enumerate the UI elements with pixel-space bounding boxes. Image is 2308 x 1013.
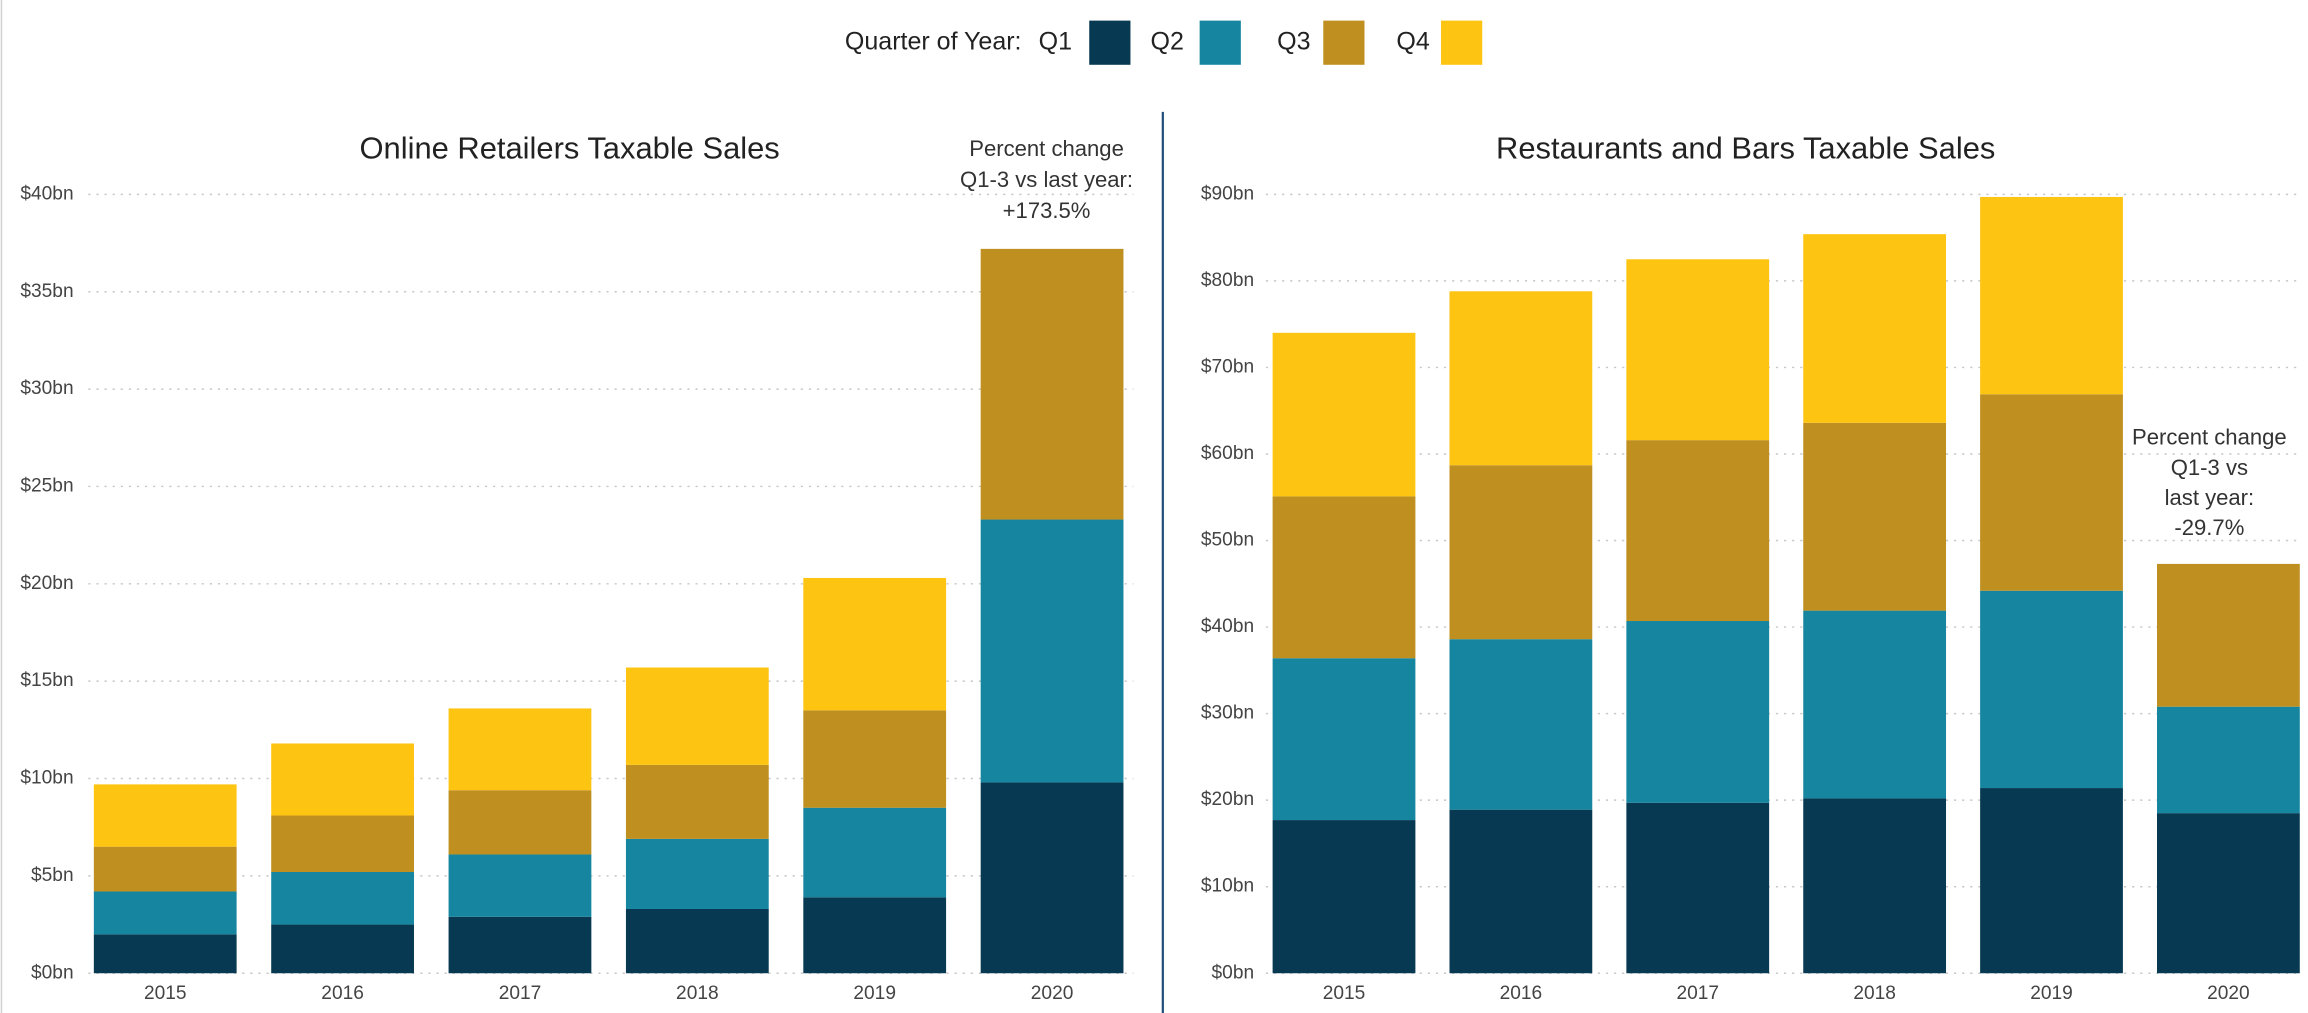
y-tick-label: $5bn <box>31 865 74 886</box>
x-tick-label: 2016 <box>1500 983 1543 1004</box>
y-tick-label: $35bn <box>20 281 73 302</box>
bar-segment <box>1803 798 1947 974</box>
annotation: Percent change <box>969 136 1124 161</box>
bar-segment <box>448 708 592 791</box>
y-tick-label: $30bn <box>1201 703 1254 724</box>
x-tick-label: 2018 <box>676 983 719 1004</box>
legend-swatch <box>1089 20 1131 65</box>
bar-segment <box>1272 658 1416 821</box>
bar-segment <box>93 891 237 935</box>
bar-segment <box>625 764 769 839</box>
y-tick-label: $0bn <box>1212 962 1255 983</box>
bar-segment <box>2157 563 2300 707</box>
bar-segment <box>1626 802 1770 974</box>
y-tick-label: $40bn <box>1201 616 1254 637</box>
annotation: Q1-3 vs <box>2171 455 2248 480</box>
y-tick-label: $20bn <box>1201 789 1254 810</box>
bar-segment <box>448 854 592 917</box>
bar-segment <box>1272 332 1416 497</box>
bar-segment <box>1626 621 1770 803</box>
x-tick-label: 2017 <box>1676 983 1719 1004</box>
legend-title: Quarter of Year: <box>845 27 1022 55</box>
x-tick-label: 2019 <box>853 983 896 1004</box>
bar-segment <box>1272 820 1416 974</box>
y-tick-label: $20bn <box>20 573 73 594</box>
y-tick-label: $0bn <box>31 962 74 983</box>
legend-label: Q1 <box>1039 27 1072 55</box>
bar-segment <box>1980 590 2123 789</box>
x-tick-label: 2020 <box>2207 983 2250 1004</box>
bar-segment <box>271 924 414 974</box>
bar-segment <box>625 667 769 765</box>
bar-segment <box>1980 788 2123 974</box>
y-tick-label: $40bn <box>20 183 73 204</box>
legend-label: Q3 <box>1277 27 1310 55</box>
bar-segment <box>448 916 592 974</box>
bar-segment <box>2157 813 2300 974</box>
bar-segment <box>803 807 947 898</box>
bar-segment <box>1626 259 1770 441</box>
bar-segment <box>625 838 769 909</box>
y-tick-label: $70bn <box>1201 356 1254 377</box>
y-tick-label: $10bn <box>1201 876 1254 897</box>
bar-segment <box>1803 234 1947 423</box>
bar-segment <box>1980 394 2123 591</box>
annotation: Percent change <box>2132 425 2287 450</box>
chart-title: Online Retailers Taxable Sales <box>360 130 780 165</box>
bar-segment <box>271 815 414 872</box>
x-tick-label: 2015 <box>144 983 187 1004</box>
y-tick-label: $60bn <box>1201 443 1254 464</box>
bar-segment <box>803 577 947 711</box>
legend-label: Q2 <box>1151 27 1184 55</box>
bar-segment <box>271 743 414 816</box>
bar-segment <box>1449 465 1593 640</box>
bar-segment <box>2157 706 2300 814</box>
bar-segment <box>93 934 237 974</box>
x-tick-label: 2018 <box>1853 983 1896 1004</box>
legend-label: Q4 <box>1396 27 1429 55</box>
bar-segment <box>803 710 947 808</box>
bar-segment <box>93 846 237 892</box>
bar-segment <box>980 248 1124 520</box>
x-tick-label: 2020 <box>1031 983 1074 1004</box>
annotation: last year: <box>2165 485 2255 510</box>
bar-segment <box>448 790 592 855</box>
y-tick-label: $25bn <box>20 475 73 496</box>
chart-title: Restaurants and Bars Taxable Sales <box>1496 130 1995 165</box>
bar-segment <box>1449 809 1593 974</box>
bar-segment <box>980 782 1124 974</box>
bar-segment <box>803 897 947 974</box>
bar-segment <box>625 908 769 974</box>
y-tick-label: $80bn <box>1201 270 1254 291</box>
y-tick-label: $15bn <box>20 670 73 691</box>
legend-swatch <box>1441 20 1483 65</box>
bar-segment <box>271 871 414 925</box>
legend-swatch <box>1199 20 1241 65</box>
legend-swatch <box>1323 20 1365 65</box>
bar-segment <box>1449 291 1593 466</box>
bar-segment <box>1980 196 2123 395</box>
annotation: Q1-3 vs last year: <box>960 167 1133 192</box>
x-tick-label: 2019 <box>2030 983 2073 1004</box>
bar-segment <box>1272 496 1416 659</box>
bar-segment <box>1449 639 1593 810</box>
y-tick-label: $90bn <box>1201 183 1254 204</box>
bar-segment <box>1803 610 1947 799</box>
y-tick-label: $10bn <box>20 768 73 789</box>
y-tick-label: $30bn <box>20 378 73 399</box>
bar-segment <box>93 784 237 847</box>
annotation: -29.7% <box>2174 515 2244 540</box>
x-tick-label: 2016 <box>321 983 364 1004</box>
y-tick-label: $50bn <box>1201 530 1254 551</box>
annotation: +173.5% <box>1003 198 1091 223</box>
x-tick-label: 2015 <box>1323 983 1366 1004</box>
bar-segment <box>1803 422 1947 611</box>
x-tick-label: 2017 <box>499 983 542 1004</box>
bar-segment <box>980 519 1124 783</box>
bar-segment <box>1626 440 1770 622</box>
